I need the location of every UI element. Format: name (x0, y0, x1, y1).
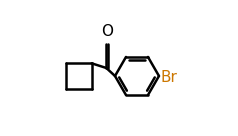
Text: Br: Br (160, 70, 177, 85)
Text: O: O (101, 24, 113, 39)
